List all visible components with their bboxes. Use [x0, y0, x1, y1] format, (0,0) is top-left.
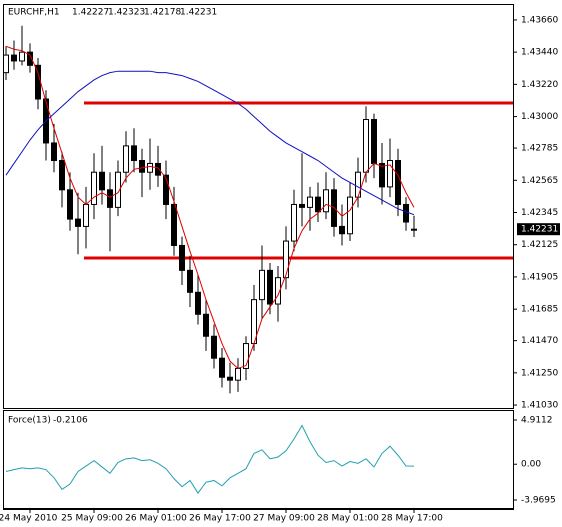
ohlc-close: 1.42231: [180, 8, 217, 18]
x-tick-label: 26 May 01:00: [125, 514, 187, 524]
x-tick-label: 24 May 2010: [0, 514, 58, 524]
candle-body: [243, 343, 249, 369]
candle-body: [395, 160, 401, 205]
candle-body: [203, 313, 209, 337]
y-tick-label: 1.43220: [521, 80, 558, 90]
moving-average: [5, 45, 415, 370]
candle-body: [339, 225, 345, 235]
indicator-panel-frame: [3, 410, 514, 509]
y-tick-label: 1.42785: [521, 144, 558, 154]
price-marker: [517, 223, 560, 236]
y-tick-label: 1.41905: [521, 272, 558, 282]
y-tick-label: 1.43660: [521, 15, 558, 25]
candle-body: [3, 54, 9, 74]
candle-body: [27, 51, 33, 66]
ohlc-high: 1.42323: [108, 8, 145, 18]
y-tick-label: 1.41685: [521, 305, 558, 315]
y-tick-label: 1.41250: [521, 368, 558, 378]
candle-body: [275, 277, 281, 305]
candle-body: [299, 203, 305, 208]
price-marker-label: 1.42231: [521, 225, 558, 235]
candle-body: [83, 203, 89, 227]
candle-body: [283, 240, 289, 279]
main-panel-frame: [3, 4, 514, 409]
candle-body: [403, 203, 409, 223]
candle-body: [307, 196, 313, 208]
ohlc-low: 1.42178: [144, 8, 181, 18]
moving-average: [5, 70, 415, 216]
x-tick-label: 28 May 17:00: [381, 514, 443, 524]
candle-body: [115, 171, 121, 208]
y-tick-label: -3.9695: [521, 496, 556, 506]
x-tick-label: 25 May 09:00: [61, 514, 123, 524]
indicator-value: -0.2106: [53, 416, 88, 426]
candle-body: [411, 228, 417, 231]
candle-body: [171, 203, 177, 246]
candle-body: [363, 119, 369, 173]
y-tick-label: 1.42125: [521, 240, 558, 250]
candle-body: [147, 162, 153, 173]
candle-body: [219, 357, 225, 378]
candle-body: [59, 160, 65, 191]
candle-body: [227, 376, 233, 381]
candle-body: [371, 119, 377, 164]
candle-body: [11, 54, 17, 62]
candle-body: [91, 171, 97, 205]
x-tick-label: 28 May 01:00: [317, 514, 379, 524]
candle-body: [291, 203, 297, 242]
candle-body: [355, 171, 361, 198]
y-tick-label: 0.00: [521, 460, 541, 470]
candle-body: [131, 145, 137, 162]
candle-body: [211, 335, 217, 359]
candle-body: [75, 218, 81, 227]
candle-body: [387, 160, 393, 188]
symbol-title: EURCHF,H1: [8, 8, 60, 18]
indicator-title: Force(13): [8, 416, 51, 426]
candle-body: [163, 174, 169, 205]
candle-body: [267, 269, 273, 305]
y-tick-label: 1.43440: [521, 48, 558, 58]
candle-body: [179, 244, 185, 271]
candle-body: [195, 291, 201, 315]
x-tick-label: 27 May 09:00: [253, 514, 315, 524]
force-line: [5, 424, 415, 494]
candle-body: [123, 145, 129, 173]
y-tick-label: 1.41470: [521, 336, 558, 346]
candle-body: [35, 64, 41, 100]
candle-body: [235, 367, 241, 381]
candle-body: [67, 189, 73, 220]
y-tick-label: 1.42345: [521, 208, 558, 218]
candle-body: [99, 171, 105, 191]
candle-body: [379, 162, 385, 188]
candle-body: [155, 162, 161, 176]
candle-body: [347, 196, 353, 235]
candle-body: [315, 196, 321, 213]
y-tick-label: 1.41030: [521, 401, 558, 411]
candle-body: [107, 189, 113, 208]
candle-body: [19, 51, 25, 62]
candle-body: [51, 142, 57, 162]
candle-body: [323, 189, 329, 213]
candle-body: [259, 269, 265, 301]
x-tick-label: 26 May 17:00: [189, 514, 251, 524]
candle-body: [139, 160, 145, 173]
y-tick-label: 1.42565: [521, 176, 558, 186]
ohlc-open: 1.42227: [72, 8, 109, 18]
y-tick-label: 1.43000: [521, 112, 558, 122]
candle-body: [187, 269, 193, 293]
y-tick-label: 4.9112: [521, 415, 553, 425]
